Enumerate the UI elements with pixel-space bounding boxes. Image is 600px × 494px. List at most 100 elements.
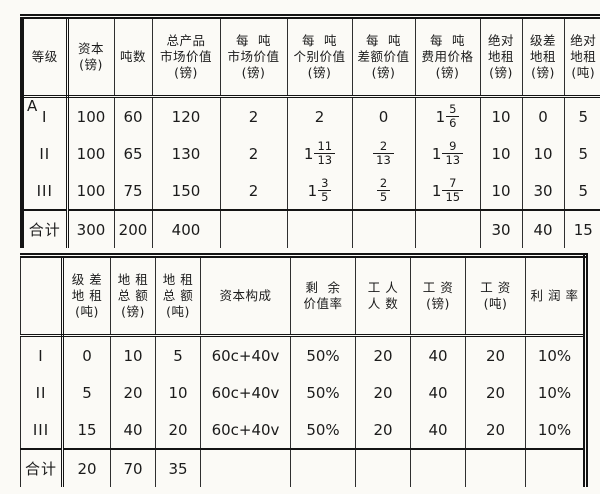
table-cell	[410, 448, 466, 487]
column-header-line: (镑)	[121, 304, 145, 320]
table-row: III 100 75 150 2 1 3 5 2 5 1 7 15 10 30 5	[22, 172, 600, 210]
column-header-line: 等级	[31, 48, 58, 64]
table-cell: 100	[66, 135, 114, 172]
fraction-numerator: 9	[442, 140, 464, 154]
fraction-integer-part: 1	[431, 144, 442, 163]
column-header: 每 吨费用价格 (镑)	[414, 16, 480, 98]
table-cell: 2	[286, 96, 352, 135]
header-row: 等级 资本 (镑) 吨数 总产品 市场价值 (镑) 每 吨市场价值 (镑) 每 吨个别价值 (镑) 每…	[22, 16, 600, 98]
table-cell: 40	[521, 209, 564, 248]
column-header-line: 每 吨	[366, 32, 401, 48]
column-header-line: (吨)	[166, 304, 190, 320]
column-header-line: (吨)	[571, 65, 596, 81]
row-label: II	[22, 135, 69, 172]
table-cell: 2	[219, 172, 287, 210]
column-header-line: 利 润 率	[530, 287, 579, 303]
column-header-line: 工 资	[480, 279, 511, 295]
table-cell: 130	[151, 135, 220, 172]
row-label-text: III	[32, 420, 50, 439]
table-cell: 20	[110, 374, 156, 411]
table-cell: 400	[151, 209, 220, 248]
column-header: 地 租总 额 (吨)	[155, 255, 201, 337]
table-cell: 1 7 15	[414, 172, 480, 210]
table-cell: 20	[155, 411, 201, 449]
column-header: 剩 余价值率	[290, 255, 356, 337]
row-label: II	[20, 374, 64, 411]
column-header-line: 人 数	[367, 296, 399, 311]
table-cell: 15	[563, 209, 600, 248]
column-header-line: 价值率	[303, 296, 343, 311]
fraction: 7 15	[442, 177, 464, 204]
column-header: 每 吨个别价值 (镑)	[286, 16, 352, 98]
column-header: 资本 (镑)	[66, 16, 114, 98]
column-header: 工 资 (镑)	[410, 255, 466, 337]
column-header-line: 资本	[77, 40, 104, 56]
column-header-line: 总 额	[162, 287, 194, 303]
table-row: II 5 20 10 60c+40v 50% 20 40 20 10%	[20, 374, 586, 411]
fraction-denominator: 13	[376, 153, 391, 167]
column-header-line: 差额价值	[357, 48, 410, 64]
total-row: 合计 300 200 400 30 40 15	[22, 209, 600, 248]
upper-rent-table-grid: 等级 资本 (镑) 吨数 总产品 市场价值 (镑) 每 吨市场价值 (镑) 每 吨个别价值 (镑) 每…	[20, 14, 600, 248]
table-cell: 60c+40v	[200, 335, 291, 374]
table-cell: 10	[479, 172, 522, 210]
column-header-line: (镑)	[174, 65, 198, 81]
column-header: 级差 地租 (镑)	[521, 16, 564, 98]
column-header: 绝对 地租 (吨)	[563, 16, 600, 98]
row-label-text: III	[36, 181, 53, 200]
column-header-line: 吨数	[119, 48, 146, 64]
table-cell: 40	[410, 335, 466, 374]
table-cell: 5	[563, 96, 600, 135]
column-header-line: (镑)	[435, 65, 460, 81]
table-cell: 40	[110, 411, 156, 449]
column-header-line: 个别价值	[293, 48, 346, 64]
table-cell: 60c+40v	[200, 374, 291, 411]
column-header-line: 绝对	[570, 32, 597, 48]
fraction-integer-part: 1	[307, 181, 318, 200]
column-header: 绝对 地租 (镑)	[479, 16, 522, 98]
table-cell: 10	[479, 96, 522, 135]
fraction-numerator: 2	[373, 140, 394, 154]
table-cell: 20	[355, 411, 411, 449]
table-cell: 15	[62, 411, 111, 449]
table-cell	[525, 448, 586, 487]
row-label-text: I	[38, 346, 44, 365]
column-header-line: 地 租	[162, 271, 194, 287]
column-header-line: 市场价值	[159, 48, 212, 64]
column-header-line: (吨)	[75, 304, 99, 320]
table-cell: 2	[219, 96, 287, 135]
column-header: 地 租总 额 (镑)	[110, 255, 156, 337]
row-label: III	[20, 411, 64, 449]
upper-rent-table: 等级 资本 (镑) 吨数 总产品 市场价值 (镑) 每 吨市场价值 (镑) 每 吨个别价值 (镑) 每…	[20, 14, 600, 248]
column-header-line: 级差	[529, 32, 556, 48]
table-cell	[200, 448, 291, 487]
column-header-line: 地租	[487, 48, 514, 64]
table-cell: 70	[110, 448, 156, 487]
column-header: 资本构成	[200, 255, 291, 337]
column-header: 吨数	[113, 16, 152, 98]
table-cell	[465, 448, 526, 487]
column-header-line: 总产品	[166, 32, 206, 48]
table-cell: 75	[113, 172, 152, 210]
column-header-line: 级 差	[71, 271, 103, 287]
fraction-numerator: 11	[314, 140, 336, 154]
row-label: 合计	[20, 448, 64, 487]
column-header-line: (镑)	[371, 65, 396, 81]
column-header-line: (吨)	[483, 296, 508, 311]
fraction: 11 13	[314, 140, 336, 167]
column-header-line: 工 人	[367, 279, 399, 295]
row-label-text: 合计	[24, 460, 57, 478]
table-cell: 2	[219, 135, 287, 172]
column-header-line: 地租	[570, 48, 597, 64]
table-cell: 65	[113, 135, 152, 172]
table-cell: 30	[521, 172, 564, 210]
table-cell: 20	[465, 374, 526, 411]
fraction-numerator: 7	[442, 177, 464, 191]
column-header-line: 地 租	[117, 271, 149, 287]
row-label: I	[20, 335, 64, 374]
column-header-line: 剩 余	[305, 279, 341, 295]
column-header: 每 吨市场价值 (镑)	[219, 16, 287, 98]
